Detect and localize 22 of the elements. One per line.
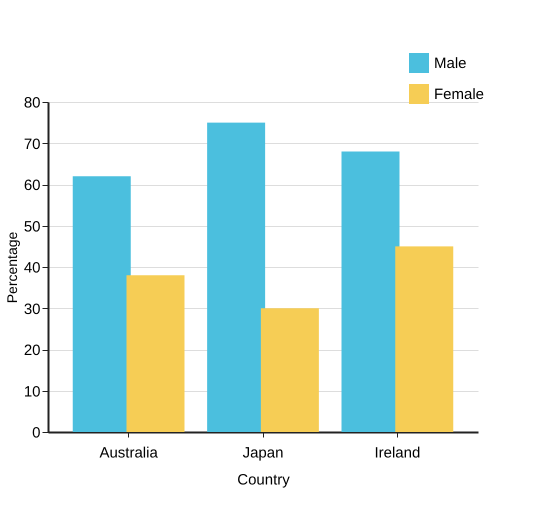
bar [72,176,131,432]
bar [342,152,400,432]
y-tick-label: 50 [24,218,40,236]
y-tick-label: 20 [24,342,40,359]
bar [207,122,266,432]
y-axis-title: Percentage [4,231,20,304]
x-tick-label: Australia [99,444,158,462]
y-tick-label: 30 [24,300,40,318]
y-tick-label: 80 [24,94,40,112]
x-tick-label: Japan [242,444,284,462]
x-axis-title: Country [237,472,290,488]
bar [126,275,184,432]
legend-label: Female [434,86,484,103]
y-tick-label: 70 [24,136,40,153]
x-tick-label: Ireland [374,444,420,462]
legend-label: Male [434,55,467,72]
y-tick-label: 10 [24,383,40,400]
y-tick-label: 60 [24,177,40,194]
bar [260,308,319,432]
y-tick-label: 40 [24,260,40,276]
bar [395,246,454,432]
y-tick-label: 0 [32,424,40,442]
